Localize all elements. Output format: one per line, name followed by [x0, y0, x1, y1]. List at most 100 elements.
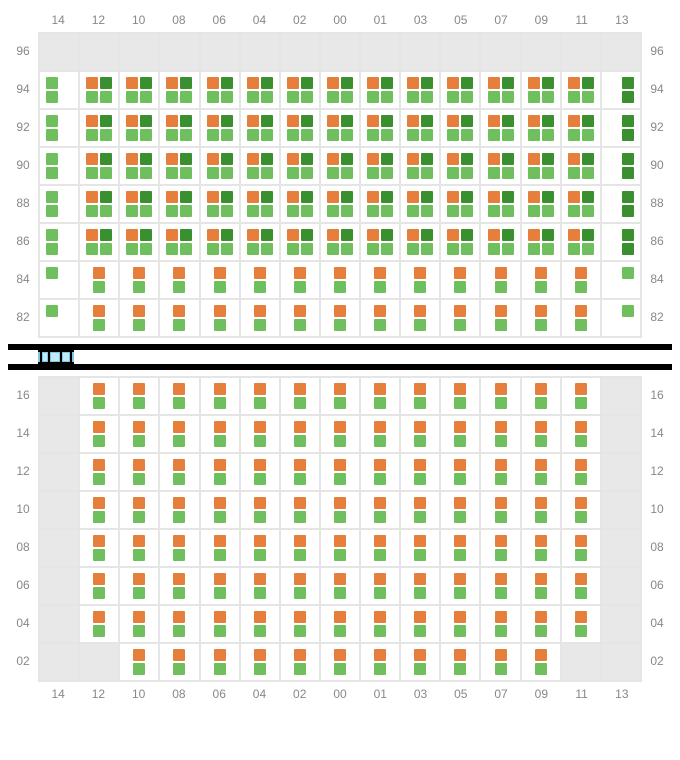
rack-cell[interactable]: [240, 453, 280, 491]
rack-cell[interactable]: [200, 71, 240, 109]
rack-cell[interactable]: [119, 147, 159, 185]
rack-cell[interactable]: [400, 377, 440, 415]
rack-cell[interactable]: [521, 71, 561, 109]
rack-cell[interactable]: [440, 491, 480, 529]
rack-cell[interactable]: [240, 223, 280, 261]
rack-cell[interactable]: [440, 299, 480, 337]
rack-cell[interactable]: [200, 605, 240, 643]
rack-cell[interactable]: [200, 453, 240, 491]
rack-cell[interactable]: [440, 261, 480, 299]
rack-cell[interactable]: [79, 529, 119, 567]
rack-cell[interactable]: [200, 109, 240, 147]
rack-cell[interactable]: [159, 491, 199, 529]
rack-cell[interactable]: [320, 643, 360, 681]
rack-cell[interactable]: [159, 529, 199, 567]
rack-cell[interactable]: [39, 33, 79, 71]
rack-cell[interactable]: [400, 453, 440, 491]
rack-cell[interactable]: [79, 453, 119, 491]
rack-cell[interactable]: [480, 567, 520, 605]
rack-cell[interactable]: [561, 377, 601, 415]
rack-cell[interactable]: [159, 33, 199, 71]
rack-cell[interactable]: [360, 453, 400, 491]
rack-cell[interactable]: [320, 223, 360, 261]
rack-cell[interactable]: [79, 71, 119, 109]
rack-cell[interactable]: [79, 567, 119, 605]
rack-cell[interactable]: [400, 643, 440, 681]
rack-cell[interactable]: [200, 415, 240, 453]
rack-cell[interactable]: [79, 223, 119, 261]
rack-cell[interactable]: [39, 261, 79, 299]
rack-cell[interactable]: [521, 643, 561, 681]
rack-cell[interactable]: [320, 299, 360, 337]
rack-cell[interactable]: [200, 185, 240, 223]
rack-cell[interactable]: [521, 33, 561, 71]
rack-cell[interactable]: [200, 223, 240, 261]
rack-cell[interactable]: [440, 147, 480, 185]
rack-cell[interactable]: [360, 71, 400, 109]
rack-cell[interactable]: [360, 415, 400, 453]
rack-cell[interactable]: [360, 529, 400, 567]
rack-cell[interactable]: [159, 109, 199, 147]
rack-cell[interactable]: [480, 109, 520, 147]
rack-cell[interactable]: [480, 223, 520, 261]
rack-cell[interactable]: [200, 491, 240, 529]
rack-cell[interactable]: [79, 415, 119, 453]
rack-cell[interactable]: [360, 643, 400, 681]
rack-cell[interactable]: [400, 147, 440, 185]
rack-cell[interactable]: [320, 529, 360, 567]
rack-cell[interactable]: [601, 71, 641, 109]
rack-cell[interactable]: [240, 261, 280, 299]
rack-cell[interactable]: [480, 299, 520, 337]
rack-cell[interactable]: [119, 643, 159, 681]
rack-cell[interactable]: [561, 223, 601, 261]
rack-cell[interactable]: [521, 261, 561, 299]
rack-cell[interactable]: [240, 567, 280, 605]
rack-cell[interactable]: [440, 529, 480, 567]
rack-cell[interactable]: [521, 299, 561, 337]
rack-cell[interactable]: [240, 299, 280, 337]
rack-cell[interactable]: [561, 491, 601, 529]
rack-cell[interactable]: [561, 147, 601, 185]
rack-cell[interactable]: [601, 567, 641, 605]
rack-cell[interactable]: [440, 415, 480, 453]
rack-cell[interactable]: [240, 529, 280, 567]
rack-cell[interactable]: [79, 261, 119, 299]
rack-cell[interactable]: [561, 109, 601, 147]
rack-cell[interactable]: [440, 453, 480, 491]
rack-cell[interactable]: [39, 453, 79, 491]
rack-cell[interactable]: [240, 147, 280, 185]
rack-cell[interactable]: [280, 567, 320, 605]
rack-cell[interactable]: [440, 223, 480, 261]
rack-cell[interactable]: [360, 261, 400, 299]
rack-cell[interactable]: [159, 261, 199, 299]
rack-cell[interactable]: [240, 643, 280, 681]
rack-cell[interactable]: [601, 529, 641, 567]
rack-cell[interactable]: [521, 491, 561, 529]
rack-cell[interactable]: [119, 109, 159, 147]
rack-cell[interactable]: [159, 147, 199, 185]
rack-cell[interactable]: [79, 643, 119, 681]
rack-cell[interactable]: [320, 33, 360, 71]
rack-cell[interactable]: [480, 377, 520, 415]
rack-cell[interactable]: [119, 415, 159, 453]
rack-cell[interactable]: [400, 605, 440, 643]
rack-cell[interactable]: [561, 299, 601, 337]
rack-cell[interactable]: [159, 567, 199, 605]
rack-cell[interactable]: [280, 377, 320, 415]
rack-cell[interactable]: [39, 109, 79, 147]
rack-cell[interactable]: [79, 491, 119, 529]
rack-cell[interactable]: [601, 491, 641, 529]
rack-cell[interactable]: [280, 185, 320, 223]
rack-cell[interactable]: [39, 605, 79, 643]
rack-cell[interactable]: [360, 605, 400, 643]
rack-cell[interactable]: [159, 415, 199, 453]
rack-cell[interactable]: [200, 643, 240, 681]
rack-cell[interactable]: [39, 415, 79, 453]
rack-cell[interactable]: [400, 71, 440, 109]
rack-cell[interactable]: [159, 605, 199, 643]
rack-cell[interactable]: [320, 147, 360, 185]
rack-cell[interactable]: [400, 567, 440, 605]
rack-cell[interactable]: [521, 223, 561, 261]
rack-cell[interactable]: [119, 71, 159, 109]
rack-cell[interactable]: [240, 491, 280, 529]
